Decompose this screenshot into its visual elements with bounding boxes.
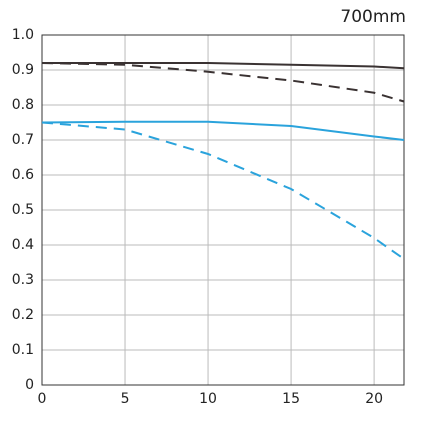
line	[41, 62, 405, 103]
x-tick-label: 20	[365, 391, 383, 407]
y-tick-label: 0	[25, 377, 34, 393]
y-tick-label: 0.4	[12, 237, 34, 253]
y-tick-label: 0.6	[12, 167, 34, 183]
line	[41, 120, 405, 141]
y-tick-label: 0.3	[12, 272, 34, 288]
x-tick-label: 10	[199, 391, 217, 407]
y-tick-label: 1.0	[12, 27, 34, 43]
y-tick-label: 0.1	[12, 342, 34, 358]
x-tick-label: 15	[282, 391, 300, 407]
x-tick-label: 5	[121, 391, 130, 407]
y-tick-label: 0.8	[12, 97, 34, 113]
chart-title: 700mm	[340, 7, 406, 27]
line	[42, 62, 405, 70]
line	[41, 121, 405, 260]
plot-border	[41, 34, 405, 386]
y-tick-label: 0.2	[12, 307, 34, 323]
x-tick-label: 0	[38, 391, 47, 407]
y-tick-label: 0.7	[12, 132, 34, 148]
y-tick-label: 0.9	[12, 62, 34, 78]
y-tick-label: 0.5	[12, 202, 34, 218]
